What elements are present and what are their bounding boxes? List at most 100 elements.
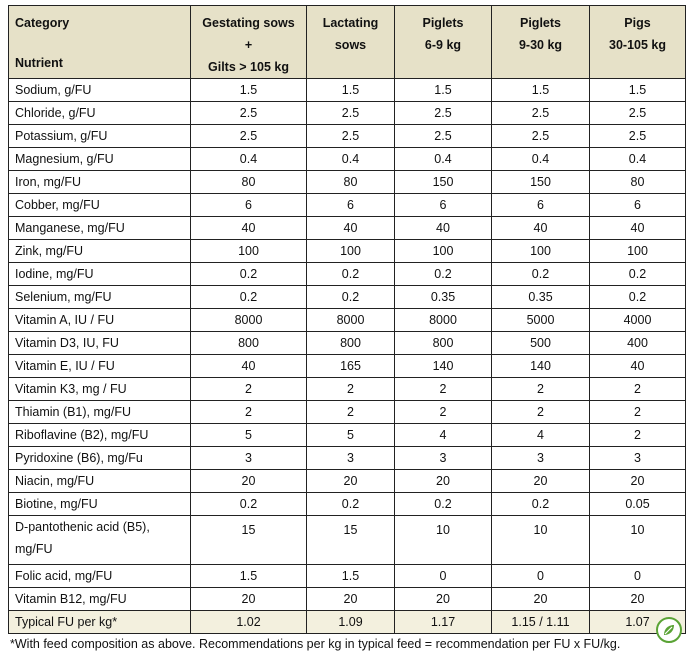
row-value-cell: 0.2 <box>306 262 395 286</box>
table-row: Iron, mg/FU 80 80 150 150 80 <box>8 170 686 194</box>
row-value-cell: 2 <box>306 400 395 424</box>
row-value-cell: 20 <box>306 469 395 493</box>
row-value-cell: 4000 <box>589 308 686 332</box>
row-value-cell: 2 <box>491 400 590 424</box>
row-value-cell: 150 <box>394 170 492 194</box>
table-row: Chloride, g/FU 2.5 2.5 2.5 2.5 2.5 <box>8 101 686 125</box>
row-value-cell: 1.5 <box>306 564 395 588</box>
row-value-cell: 165 <box>306 354 395 378</box>
row-value-cell: 140 <box>491 354 590 378</box>
row-value-cell: 3 <box>306 446 395 470</box>
row-value-cell: 40 <box>589 354 686 378</box>
row-value-cell: 0.2 <box>190 492 307 516</box>
header-col-lactating: Lactating sows <box>306 5 395 79</box>
row-value-cell: 20 <box>491 469 590 493</box>
row-value-cell: 20 <box>394 587 492 611</box>
row-value-cell: 0.2 <box>190 262 307 286</box>
table-row: Sodium, g/FU 1.5 1.5 1.5 1.5 1.5 <box>8 78 686 102</box>
header-col-line2: 9-30 kg <box>518 38 563 52</box>
row-value-cell: 2 <box>394 400 492 424</box>
table-row: Thiamin (B1), mg/FU 2 2 2 2 2 <box>8 400 686 424</box>
row-value-cell: 10 <box>491 515 590 565</box>
row-value-cell: 0.2 <box>589 285 686 309</box>
row-nutrient-label: Vitamin D3, IU, FU <box>8 331 191 355</box>
row-value-cell: 0.4 <box>394 147 492 171</box>
header-category-nutrient: Category Nutrient <box>8 5 191 79</box>
row-value-cell: 10 <box>589 515 686 565</box>
row-value-cell: 10 <box>394 515 492 565</box>
row-value-cell: 1.02 <box>190 610 307 634</box>
row-value-cell: 40 <box>491 216 590 240</box>
row-value-cell: 2 <box>491 377 590 401</box>
table-row: Pyridoxine (B6), mg/Fu 3 3 3 3 3 <box>8 446 686 470</box>
table-row: Riboflavine (B2), mg/FU 5 5 4 4 2 <box>8 423 686 447</box>
nutrient-table-wrapper: Category Nutrient Gestating sows + Gilts… <box>8 5 686 634</box>
row-value-cell: 0.2 <box>190 285 307 309</box>
table-row: Biotine, mg/FU 0.2 0.2 0.2 0.2 0.05 <box>8 492 686 516</box>
row-value-cell: 6 <box>394 193 492 217</box>
row-value-cell: 2 <box>394 377 492 401</box>
row-value-cell: 2.5 <box>306 101 395 125</box>
row-value-cell: 1.17 <box>394 610 492 634</box>
table-row: Vitamin E, IU / FU 40 165 140 140 40 <box>8 354 686 378</box>
row-value-cell: 2.5 <box>394 101 492 125</box>
table-row: Folic acid, mg/FU 1.5 1.5 0 0 0 <box>8 564 686 588</box>
row-value-cell: 2.5 <box>589 101 686 125</box>
row-value-cell: 0.05 <box>589 492 686 516</box>
header-col-line2: 6-9 kg <box>424 38 462 52</box>
row-nutrient-label: Magnesium, g/FU <box>8 147 191 171</box>
table-row: D-pantothenic acid (B5), mg/FU 15 15 10 10 10 <box>8 515 686 565</box>
row-value-cell: 3 <box>190 446 307 470</box>
row-value-cell: 20 <box>394 469 492 493</box>
row-value-cell: 20 <box>190 469 307 493</box>
row-value-cell: 20 <box>589 587 686 611</box>
row-value-cell: 4 <box>394 423 492 447</box>
header-col-line1: Gestating sows <box>202 16 295 30</box>
row-value-cell: 1.15 / 1.11 <box>491 610 590 634</box>
row-value-cell: 0.2 <box>306 492 395 516</box>
row-value-cell: 15 <box>190 515 307 565</box>
row-value-cell: 80 <box>589 170 686 194</box>
row-value-cell: 2.5 <box>589 124 686 148</box>
row-value-cell: 0.2 <box>589 262 686 286</box>
header-col-line3: Gilts > 105 kg <box>208 60 289 74</box>
row-nutrient-label: Potassium, g/FU <box>8 124 191 148</box>
leaf-badge-icon <box>656 617 682 643</box>
row-value-cell: 40 <box>589 216 686 240</box>
row-nutrient-label: Vitamin E, IU / FU <box>8 354 191 378</box>
header-col-line1: Piglets <box>422 16 464 30</box>
table-row: Zink, mg/FU 100 100 100 100 100 <box>8 239 686 263</box>
row-value-cell: 2.5 <box>190 101 307 125</box>
row-value-cell: 400 <box>589 331 686 355</box>
table-row: Iodine, mg/FU 0.2 0.2 0.2 0.2 0.2 <box>8 262 686 286</box>
table-row: Vitamin A, IU / FU 8000 8000 8000 5000 4000 <box>8 308 686 332</box>
table-footnote: *With feed composition as above. Recomme… <box>10 637 621 651</box>
row-value-cell: 2 <box>190 377 307 401</box>
table-row: Typical FU per kg* 1.02 1.09 1.17 1.15 / 1.1… <box>8 610 686 634</box>
row-value-cell: 5 <box>306 423 395 447</box>
row-nutrient-label: Niacin, mg/FU <box>8 469 191 493</box>
table-row: Selenium, mg/FU 0.2 0.2 0.35 0.35 0.2 <box>8 285 686 309</box>
row-value-cell: 5 <box>190 423 307 447</box>
row-value-cell: 100 <box>394 239 492 263</box>
row-value-cell: 40 <box>306 216 395 240</box>
row-value-cell: 1.5 <box>394 78 492 102</box>
row-nutrient-label: Vitamin A, IU / FU <box>8 308 191 332</box>
row-nutrient-label: Vitamin B12, mg/FU <box>8 587 191 611</box>
header-col-piglets-6-9: Piglets 6-9 kg <box>394 5 492 79</box>
row-value-cell: 0.4 <box>190 147 307 171</box>
header-col-gestating: Gestating sows + Gilts > 105 kg <box>190 5 307 79</box>
table-row: Vitamin K3, mg / FU 2 2 2 2 2 <box>8 377 686 401</box>
row-value-cell: 80 <box>306 170 395 194</box>
row-value-cell: 0 <box>394 564 492 588</box>
row-value-cell: 2 <box>306 377 395 401</box>
row-value-cell: 40 <box>394 216 492 240</box>
header-col-line1: Lactating <box>322 16 379 30</box>
row-value-cell: 100 <box>306 239 395 263</box>
row-value-cell: 1.5 <box>190 78 307 102</box>
row-value-cell: 800 <box>190 331 307 355</box>
row-nutrient-label: Iodine, mg/FU <box>8 262 191 286</box>
row-value-cell: 40 <box>190 216 307 240</box>
row-value-cell: 20 <box>589 469 686 493</box>
row-value-cell: 2 <box>190 400 307 424</box>
